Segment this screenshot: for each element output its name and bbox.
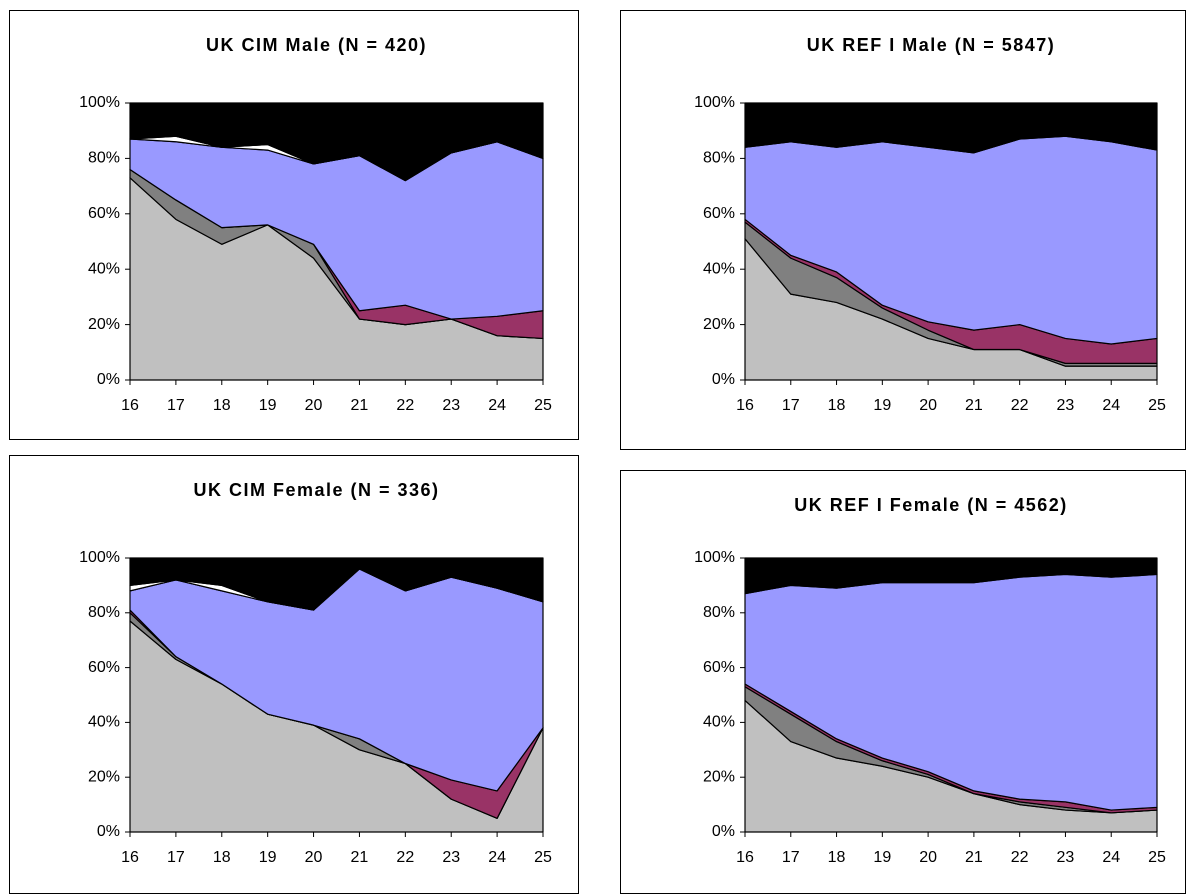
x-tick-label: 21	[351, 849, 369, 866]
y-tick-label: 100%	[79, 549, 120, 566]
x-tick-label: 20	[919, 849, 937, 866]
x-tick-label: 23	[442, 397, 460, 414]
area	[129, 557, 544, 611]
y-tick-label: 0%	[712, 371, 735, 388]
chart-title: UK CIM Male (N = 420)	[206, 35, 427, 55]
y-tick-label: 40%	[703, 260, 735, 277]
y-tick-label: 40%	[88, 260, 120, 277]
y-tick-label: 20%	[703, 768, 735, 785]
x-tick-label: 17	[167, 397, 185, 414]
x-tick-label: 21	[965, 849, 983, 866]
y-tick-label: 40%	[703, 714, 735, 731]
x-tick-label: 19	[259, 849, 277, 866]
x-tick-label: 24	[1102, 849, 1120, 866]
x-tick-label: 17	[782, 849, 800, 866]
x-tick-label: 20	[919, 397, 937, 414]
x-tick-label: 25	[534, 397, 552, 414]
x-tick-label: 24	[1102, 397, 1120, 414]
x-tick-label: 22	[1011, 849, 1029, 866]
x-tick-label: 19	[873, 397, 891, 414]
y-tick-label: 60%	[703, 205, 735, 222]
y-tick-label: 0%	[97, 371, 120, 388]
y-tick-label: 20%	[703, 316, 735, 333]
x-tick-label: 21	[965, 397, 983, 414]
y-tick-label: 60%	[703, 659, 735, 676]
y-tick-label: 40%	[88, 714, 120, 731]
y-tick-label: 0%	[97, 823, 120, 840]
x-tick-label: 17	[782, 397, 800, 414]
x-tick-label: 25	[534, 849, 552, 866]
x-tick-label: 16	[736, 397, 754, 414]
x-tick-label: 24	[488, 849, 506, 866]
x-tick-label: 16	[121, 849, 139, 866]
y-tick-label: 80%	[703, 604, 735, 621]
y-tick-label: 80%	[703, 150, 735, 167]
y-tick-label: 100%	[79, 94, 120, 111]
x-tick-label: 18	[828, 397, 846, 414]
y-tick-label: 80%	[88, 604, 120, 621]
x-tick-label: 19	[259, 397, 277, 414]
y-tick-label: 60%	[88, 659, 120, 676]
x-tick-label: 22	[1011, 397, 1029, 414]
x-tick-label: 16	[121, 397, 139, 414]
y-tick-label: 60%	[88, 205, 120, 222]
x-tick-label: 18	[213, 397, 231, 414]
x-tick-label: 20	[305, 397, 323, 414]
x-tick-label: 23	[442, 849, 460, 866]
x-tick-label: 22	[396, 849, 414, 866]
x-tick-label: 18	[213, 849, 231, 866]
y-tick-label: 80%	[88, 150, 120, 167]
y-tick-label: 20%	[88, 768, 120, 785]
x-tick-label: 19	[873, 849, 891, 866]
x-tick-label: 25	[1148, 397, 1166, 414]
x-tick-label: 22	[396, 397, 414, 414]
area	[744, 557, 1158, 595]
area	[744, 102, 1158, 154]
y-tick-label: 100%	[694, 549, 735, 566]
chart-title: UK CIM Female (N = 336)	[193, 480, 439, 500]
x-tick-label: 25	[1148, 849, 1166, 866]
y-tick-label: 20%	[88, 316, 120, 333]
x-tick-label: 18	[828, 849, 846, 866]
y-tick-label: 0%	[712, 823, 735, 840]
x-tick-label: 17	[167, 849, 185, 866]
area	[129, 102, 544, 182]
x-tick-label: 23	[1057, 849, 1075, 866]
y-tick-label: 100%	[694, 94, 735, 111]
chart-title: UK REF I Female (N = 4562)	[794, 495, 1068, 515]
x-tick-label: 24	[488, 397, 506, 414]
x-tick-label: 21	[351, 397, 369, 414]
x-tick-label: 20	[305, 849, 323, 866]
x-tick-label: 16	[736, 849, 754, 866]
chart-title: UK REF I Male (N = 5847)	[807, 35, 1056, 55]
x-tick-label: 23	[1057, 397, 1075, 414]
